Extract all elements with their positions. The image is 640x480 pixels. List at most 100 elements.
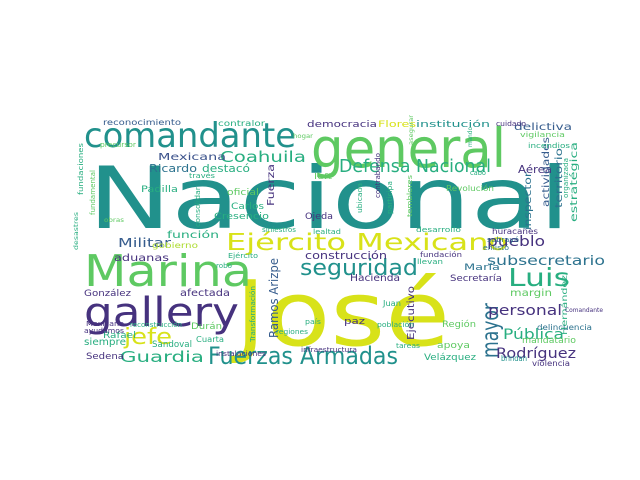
cloud-word: mayor	[478, 303, 504, 358]
cloud-word: asegurar	[408, 114, 415, 145]
cloud-word: pueblo	[487, 234, 545, 250]
cloud-word: Ejército	[228, 252, 258, 260]
cloud-word: aduanas	[114, 253, 169, 264]
cloud-word: paz	[344, 317, 365, 327]
cloud-word: llevan	[417, 258, 443, 266]
cloud-word: José	[229, 262, 450, 367]
cloud-word: fundación	[420, 251, 462, 259]
cloud-word: Velázquez	[424, 353, 476, 363]
cloud-word: través	[189, 172, 215, 180]
cloud-word: González	[84, 289, 131, 299]
cloud-word: Cuarta	[196, 335, 224, 344]
cloud-word: institución	[416, 119, 490, 130]
cloud-word: Ramos Arizpe	[267, 258, 281, 338]
cloud-word: María	[464, 263, 500, 273]
cloud-word: brindan	[501, 354, 527, 363]
cloud-word: gobierno	[152, 241, 198, 250]
cloud-word: Guardia	[120, 348, 204, 366]
cloud-word: margin	[510, 288, 552, 299]
word-layer: Nacional José general comandante Marinagalle…	[73, 114, 605, 370]
cloud-word: reconocimiento	[103, 118, 181, 127]
cloud-word: Nacional	[88, 149, 570, 249]
cloud-word: Padilla	[141, 185, 178, 195]
cloud-word: contralor	[218, 119, 266, 128]
cloud-word: Pública	[503, 327, 564, 343]
cloud-word: comandante	[84, 116, 296, 156]
cloud-word: construcción	[305, 249, 387, 262]
cloud-word: gallery	[84, 290, 239, 336]
cloud-word: democracia	[307, 120, 377, 130]
cloud-word: población	[377, 321, 414, 329]
cloud-word: obras	[104, 217, 124, 224]
cloud-word: vigilancia	[520, 131, 565, 139]
cloud-word: subrayó	[487, 236, 519, 244]
cloud-word: Sedena	[86, 352, 124, 362]
cloud-word: Cresencio	[214, 212, 270, 222]
cloud-word: cuidado	[496, 120, 526, 128]
cloud-word: Juan	[382, 299, 401, 308]
cloud-word: personal	[488, 303, 562, 319]
cloud-word: Coahuila	[220, 148, 306, 166]
cloud-word: reconstrucción	[130, 321, 182, 329]
cloud-word: siempre	[84, 337, 126, 348]
cloud-word: consolidar	[194, 187, 202, 227]
cloud-word: función	[167, 229, 219, 241]
cloud-word: fundamental	[89, 170, 97, 215]
cloud-word: Hernández	[560, 275, 569, 335]
cloud-word: Hacienda	[350, 273, 400, 284]
cloud-word: tareas	[396, 342, 420, 350]
cloud-word: afectada	[180, 288, 230, 299]
cloud-word: seguridad	[300, 256, 418, 281]
cloud-word: siniestros	[262, 226, 296, 234]
cloud-word: Ejecutivo	[406, 286, 417, 340]
cloud-word: destacó	[202, 162, 250, 175]
cloud-word: Transformación	[249, 286, 257, 343]
cloud-word: general	[311, 117, 506, 180]
cloud-word: fundaciones	[77, 143, 85, 195]
cloud-word: Aérea	[518, 163, 552, 176]
cloud-word: participa	[386, 181, 394, 214]
cloud-word: mandatario	[522, 336, 577, 346]
cloud-word: Marina	[84, 246, 252, 297]
cloud-word: left	[314, 172, 332, 181]
cloud-word: Rodríguez	[496, 346, 576, 362]
cloud-word: Rafael	[103, 331, 136, 341]
cloud-word: jefe	[123, 325, 172, 350]
cloud-word: lealtad	[313, 228, 341, 236]
cloud-word: territorio	[554, 148, 565, 208]
cloud-word: oficial	[227, 188, 259, 198]
cloud-word: hogar	[293, 133, 314, 140]
cloud-word: Fuerzas Armadas	[208, 342, 398, 370]
cloud-word: Luis	[508, 263, 570, 292]
cloud-word: Fuerza	[266, 164, 277, 206]
cloud-word: Mexicano	[86, 320, 124, 328]
cloud-word: organizada	[562, 158, 570, 198]
cloud-word: temblores	[406, 175, 414, 217]
cloud-word: robo	[216, 262, 232, 270]
cloud-word: Revolución	[446, 183, 494, 193]
cloud-word: Comandante	[565, 307, 603, 314]
cloud-word: Carlos	[231, 202, 264, 212]
cloud-word: Región	[442, 319, 476, 330]
cloud-word: precursor	[100, 141, 136, 149]
cloud-word: inspector	[523, 171, 534, 230]
cloud-word: ubicada	[356, 183, 364, 213]
cloud-word: Sandoval	[152, 340, 192, 350]
cloud-word: delictiva	[514, 122, 572, 133]
cloud-word: Militar	[118, 236, 171, 250]
cloud-word: cabo	[470, 169, 486, 177]
cloud-word: Ojeda	[305, 212, 333, 222]
cloud-word: mando	[467, 127, 474, 147]
cloud-word: contrabando	[374, 153, 382, 198]
cloud-word: Mexicana	[158, 152, 226, 163]
cloud-word: estratégica	[568, 142, 580, 222]
cloud-word: delincuencia	[537, 323, 592, 332]
cloud-word: actividades	[541, 137, 552, 207]
cloud-word: Flores	[378, 120, 416, 130]
cloud-word: incendios	[528, 142, 570, 150]
cloud-word: desastres	[73, 212, 80, 250]
cloud-word: Ricardo	[149, 162, 197, 175]
cloud-word: Defensa Nacional	[339, 156, 491, 177]
